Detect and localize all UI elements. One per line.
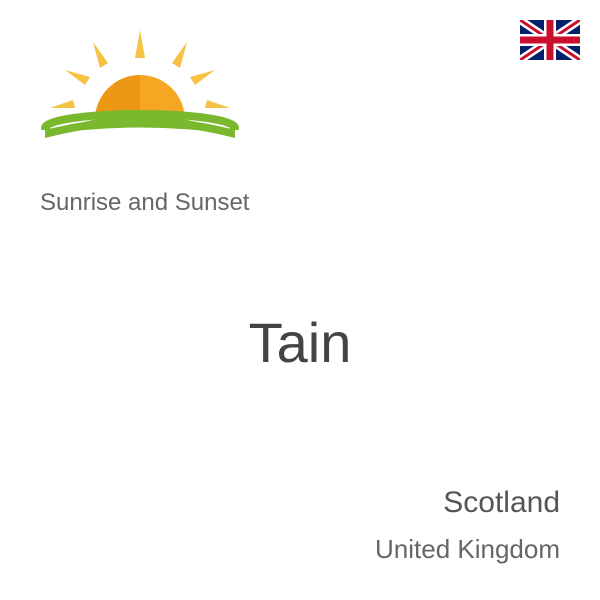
uk-flag-icon: [520, 20, 580, 60]
sunrise-icon: [35, 20, 245, 170]
country-name: United Kingdom: [375, 534, 560, 565]
city-name: Tain: [249, 310, 352, 375]
sunrise-logo: [35, 20, 245, 170]
region-name: Scotland: [443, 486, 560, 520]
site-title: Sunrise and Sunset: [40, 189, 249, 217]
